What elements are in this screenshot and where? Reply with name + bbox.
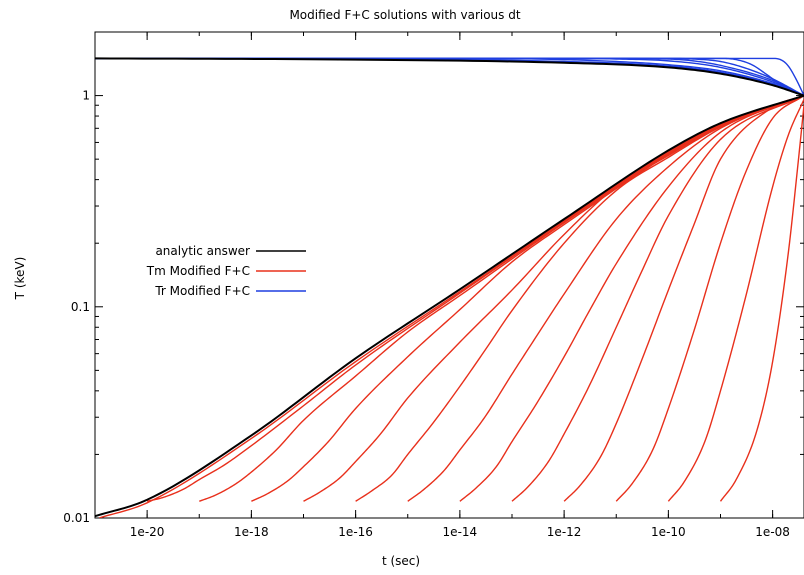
- x-tick-label: 1e-16: [338, 525, 373, 539]
- series-line-1-curve-2: [199, 94, 804, 502]
- y-axis: 0.01 0.1 1: [63, 89, 804, 525]
- y-tick-label: 0.01: [63, 511, 90, 525]
- legend: analytic answer Tm Modified F+C Tr Modif…: [146, 244, 306, 298]
- series-line-1-curve-6: [407, 94, 804, 502]
- series-line-1-curve-7: [459, 94, 804, 502]
- x-tick-label: 1e-18: [234, 525, 269, 539]
- y-tick-label: 0.1: [71, 300, 90, 314]
- series-line-0-curve-1: [95, 57, 804, 97]
- chart-title: Modified F+C solutions with various dt: [289, 8, 520, 22]
- series-line-2-curve-6: [95, 57, 804, 96]
- legend-label-tm: Tm Modified F+C: [146, 264, 250, 278]
- series-line-0-curve-0: [95, 94, 804, 518]
- series-layer: [95, 57, 804, 518]
- x-tick-label: 1e-14: [443, 525, 478, 539]
- plot-frame: [94, 31, 804, 519]
- series-line-1-curve-4: [303, 94, 804, 502]
- series-line-2-curve-2: [95, 57, 804, 97]
- series-line-1-curve-12: [719, 105, 804, 502]
- y-tick-label: 1: [82, 89, 90, 103]
- series-line-1-curve-5: [355, 94, 804, 502]
- legend-label-analytic: analytic answer: [155, 244, 250, 258]
- series-line-1-curve-8: [511, 94, 804, 502]
- series-line-1-curve-3: [251, 94, 804, 502]
- series-line-1-curve-1: [146, 94, 804, 502]
- series-line-1-curve-0: [98, 94, 804, 518]
- x-tick-label: 1e-10: [651, 525, 686, 539]
- x-tick-label: 1e-12: [547, 525, 582, 539]
- x-tick-label: 1e-08: [755, 525, 790, 539]
- legend-label-tr: Tr Modified F+C: [154, 284, 250, 298]
- y-axis-label: T (keV): [13, 257, 27, 301]
- x-axis-label: t (sec): [382, 554, 420, 568]
- x-tick-label: 1e-20: [130, 525, 165, 539]
- series-line-1-curve-10: [615, 95, 804, 502]
- x-axis: 1e-20 1e-18 1e-16 1e-14 1e-12 1e-10 1e-08: [94, 32, 790, 539]
- series-line-1-curve-11: [667, 99, 804, 502]
- series-line-1-curve-9: [563, 94, 804, 502]
